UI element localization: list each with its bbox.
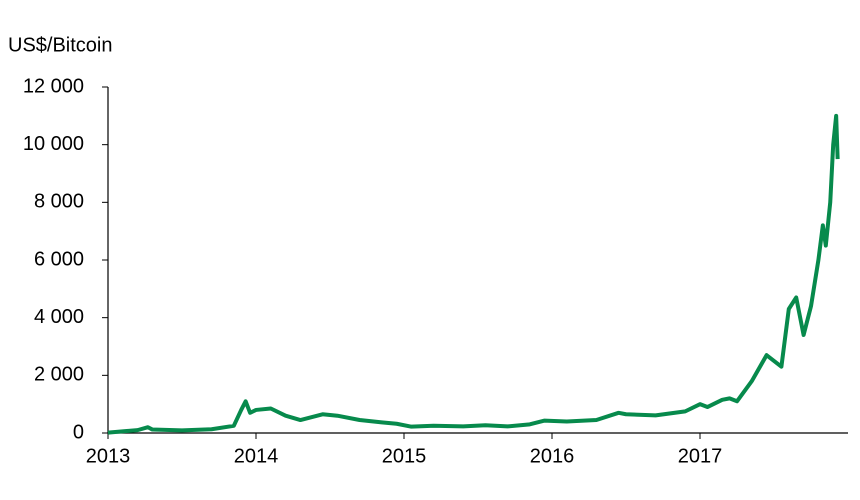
x-tick-label: 2016 (530, 445, 575, 467)
x-tick-label: 2015 (382, 445, 427, 467)
y-tick-label: 8 000 (34, 191, 84, 213)
y-tick-label: 10 000 (23, 133, 84, 155)
y-tick-label: 4 000 (34, 306, 84, 328)
x-tick-label: 2014 (234, 445, 279, 467)
x-tick-label: 2013 (86, 445, 131, 467)
price-line (107, 113, 840, 435)
y-tick-label: 2 000 (34, 364, 84, 386)
y-tick-label: 12 000 (23, 75, 84, 97)
y-tick-label: 0 (73, 421, 84, 443)
x-tick-label: 2017 (678, 445, 723, 467)
y-tick-label: 6 000 (34, 248, 84, 270)
y-axis-label: US$/Bitcoin (8, 34, 113, 56)
